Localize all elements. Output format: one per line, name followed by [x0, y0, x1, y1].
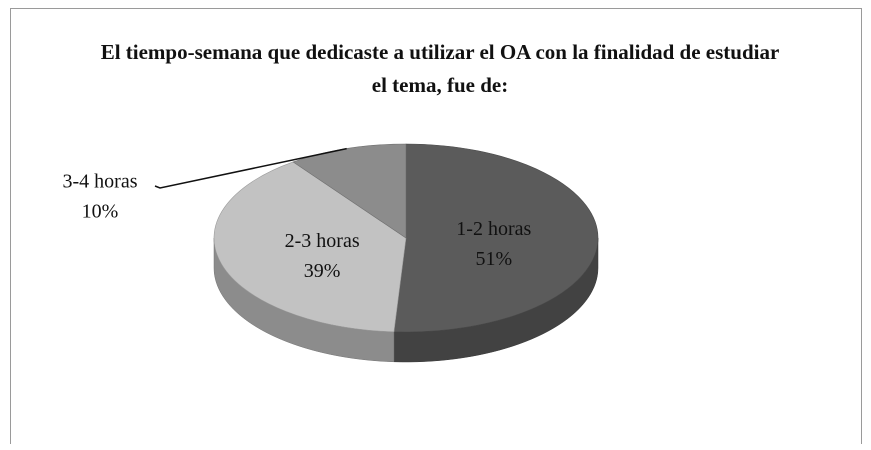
leader-line	[154, 147, 347, 189]
value-label: 51%	[475, 248, 512, 270]
slice	[393, 143, 599, 333]
value-label: 10%	[82, 201, 119, 223]
slice-label: 2-3 horas	[285, 230, 360, 252]
value-label: 39%	[304, 260, 341, 282]
slice	[292, 143, 407, 239]
slice-label: 1-2 horas	[456, 218, 531, 240]
slice	[213, 161, 407, 333]
chart-frame	[10, 8, 862, 444]
slice-label: 3-4 horas	[63, 171, 138, 193]
chart-title: El tiempo-semana que dedicaste a utiliza…	[100, 40, 780, 97]
